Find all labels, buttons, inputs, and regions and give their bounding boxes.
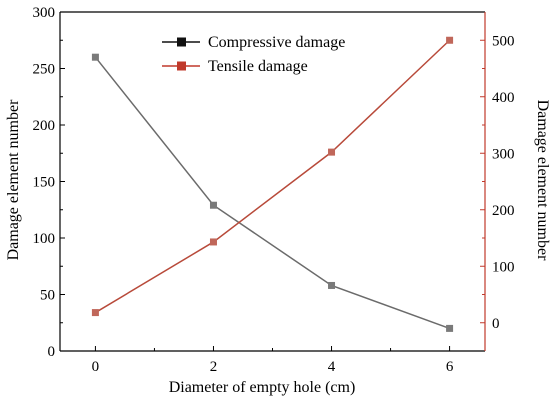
x-tick-label: 4 bbox=[328, 359, 336, 375]
compressive-damage-point bbox=[91, 53, 99, 61]
legend-tensile-damage-label: Tensile damage bbox=[208, 58, 308, 75]
y-right-tick-label: 0 bbox=[492, 316, 500, 332]
x-axis-title: Diameter of empty hole (cm) bbox=[169, 379, 356, 396]
legend-compressive-damage-label: Compressive damage bbox=[208, 34, 345, 51]
y-right-tick-label: 500 bbox=[492, 33, 515, 49]
y-left-tick-label: 250 bbox=[33, 62, 56, 78]
x-tick-label: 0 bbox=[92, 359, 100, 375]
x-tick-label: 6 bbox=[446, 359, 454, 375]
y-left-tick-label: 50 bbox=[40, 288, 55, 304]
y-right-tick-label: 100 bbox=[492, 259, 515, 275]
series-layer bbox=[91, 36, 454, 332]
compressive-damage-point bbox=[209, 201, 217, 209]
left-axis: 0 50 100 150 200 250 300 bbox=[33, 5, 65, 360]
bottom-axis: 0 2 4 6 bbox=[92, 346, 454, 375]
legend-compressive-damage-marker bbox=[177, 37, 186, 47]
y-right-tick-label: 300 bbox=[492, 146, 515, 162]
legend-tensile-damage-marker bbox=[177, 61, 186, 71]
compressive-damage-point bbox=[328, 281, 336, 289]
y-right-tick-label: 200 bbox=[492, 203, 515, 219]
compressive-damage-point bbox=[446, 324, 454, 332]
y-right-axis-title: Damage element number bbox=[534, 100, 550, 261]
tensile-damage-point bbox=[209, 238, 217, 246]
tensile-damage-point bbox=[328, 148, 336, 156]
tensile-damage-point bbox=[446, 36, 454, 44]
y-left-tick-label: 200 bbox=[33, 118, 56, 134]
y-left-tick-label: 150 bbox=[33, 175, 56, 191]
x-tick-label: 2 bbox=[210, 359, 218, 375]
compressive-damage-line bbox=[94, 56, 450, 330]
y-right-tick-label: 400 bbox=[492, 90, 515, 106]
tensile-damage-line bbox=[95, 39, 451, 314]
tensile-damage-point bbox=[91, 309, 99, 317]
y-left-axis-title: Damage element number bbox=[5, 99, 22, 260]
right-axis: 0 100 200 300 400 500 bbox=[480, 33, 515, 332]
y-left-tick-label: 100 bbox=[33, 231, 56, 247]
y-left-tick-label: 0 bbox=[48, 344, 56, 360]
y-left-tick-label: 300 bbox=[33, 5, 56, 21]
legend: Compressive damage Tensile damage bbox=[162, 34, 345, 75]
